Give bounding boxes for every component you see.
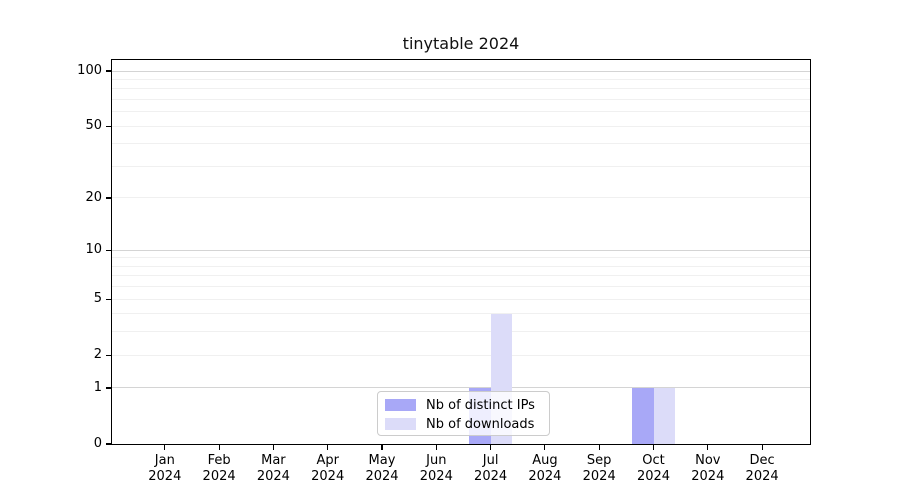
x-tick-oct (652, 444, 655, 450)
major-gridline-10 (112, 249, 810, 251)
x-tick-label-aug: Aug 2024 (513, 453, 577, 485)
minor-gridline-9 (112, 257, 810, 259)
x-tick-label-jan: Jan 2024 (133, 453, 197, 485)
x-tick-year: 2024 (691, 469, 725, 484)
minor-gridline-3 (112, 331, 810, 333)
x-tick-feb (218, 444, 220, 450)
x-tick-label-feb: Feb 2024 (187, 453, 251, 485)
x-tick-year: 2024 (582, 469, 616, 484)
minor-gridline-40 (112, 143, 810, 145)
y-tick-label-1: 1 (93, 379, 102, 395)
legend: Nb of distinct IPs Nb of downloads (377, 391, 550, 436)
y-tick-label-5: 5 (93, 291, 102, 307)
x-tick-month: Sep (586, 453, 612, 468)
bar-nb-of-distinct-ips-oct (632, 387, 654, 444)
x-tick-year: 2024 (528, 469, 562, 484)
y-tick-0 (106, 443, 112, 445)
minor-gridline-8 (112, 265, 810, 267)
x-tick-month: Feb (207, 453, 231, 468)
x-tick-jun (435, 444, 437, 450)
minor-gridline-50 (112, 125, 810, 127)
x-tick-may (381, 444, 383, 450)
x-tick-label-apr: Apr 2024 (296, 453, 360, 485)
x-tick-year: 2024 (474, 469, 508, 484)
x-tick-apr (327, 444, 329, 450)
x-tick-label-nov: Nov 2024 (676, 453, 740, 485)
minor-gridline-80 (112, 88, 810, 90)
y-tick-label-2: 2 (93, 347, 102, 363)
legend-swatch-downloads (385, 418, 416, 430)
x-tick-year: 2024 (256, 469, 290, 484)
minor-gridline-5 (112, 298, 810, 300)
x-tick-label-jul: Jul 2024 (459, 453, 523, 485)
legend-label-downloads: Nb of downloads (426, 416, 535, 432)
x-tick-dec (761, 444, 763, 450)
y-tick-label-0: 0 (93, 436, 102, 451)
legend-swatch-distinct-ips (385, 399, 416, 411)
x-tick-year: 2024 (202, 469, 236, 484)
minor-gridline-20 (112, 197, 810, 199)
y-tick-20 (106, 197, 112, 199)
x-tick-month: Jun (426, 453, 447, 468)
x-tick-month: Dec (749, 453, 775, 468)
x-tick-month: Nov (695, 453, 721, 468)
minor-gridline-60 (112, 111, 810, 113)
x-tick-label-oct: Oct 2024 (622, 453, 686, 485)
x-tick-label-sep: Sep 2024 (567, 453, 631, 485)
x-tick-year: 2024 (419, 469, 453, 484)
major-gridline-1 (112, 387, 810, 389)
y-tick-100 (106, 70, 112, 72)
x-tick-year: 2024 (745, 469, 779, 484)
x-tick-month: Jul (482, 453, 499, 468)
plot-area (112, 60, 810, 444)
y-tick-5 (106, 298, 112, 300)
x-tick-label-jun: Jun 2024 (404, 453, 468, 485)
x-tick-year: 2024 (311, 469, 345, 484)
bar-nb-of-downloads-oct (653, 387, 675, 444)
x-tick-sep (598, 444, 600, 450)
minor-gridline-90 (112, 78, 810, 80)
y-tick-label-20: 20 (85, 189, 102, 205)
x-tick-jul (490, 444, 492, 450)
y-tick-label-10: 10 (85, 242, 102, 258)
x-tick-year: 2024 (365, 469, 399, 484)
x-tick-month: Oct (642, 453, 665, 468)
y-tick-1 (106, 387, 112, 389)
x-tick-mar (272, 444, 274, 450)
x-tick-year: 2024 (636, 469, 671, 484)
x-tick-month: Apr (316, 453, 339, 468)
legend-row-distinct-ips: Nb of distinct IPs (385, 396, 542, 414)
y-tick-label-100: 100 (77, 63, 102, 78)
x-tick-label-mar: Mar 2024 (241, 453, 305, 485)
y-tick-label-50: 50 (85, 118, 102, 134)
x-tick-month: Jan (154, 453, 175, 468)
chart-title: tinytable 2024 (402, 34, 520, 53)
legend-row-downloads: Nb of downloads (385, 415, 542, 433)
x-tick-month: Mar (261, 453, 286, 468)
x-tick-month: May (368, 453, 396, 468)
x-tick-year: 2024 (148, 469, 182, 484)
x-tick-label-dec: Dec 2024 (730, 453, 794, 485)
minor-gridline-6 (112, 286, 810, 288)
y-tick-10 (106, 249, 112, 251)
minor-gridline-30 (112, 165, 810, 167)
minor-gridline-70 (112, 98, 810, 100)
minor-gridline-4 (112, 313, 810, 315)
y-tick-2 (106, 354, 112, 356)
x-tick-label-may: May 2024 (350, 453, 414, 485)
minor-gridline-2 (112, 354, 810, 356)
x-tick-jan (164, 444, 166, 450)
y-tick-50 (106, 125, 112, 127)
major-gridline-100 (112, 70, 810, 72)
x-tick-nov (707, 444, 709, 450)
x-tick-aug (544, 444, 546, 450)
legend-label-distinct-ips: Nb of distinct IPs (426, 397, 535, 413)
minor-gridline-7 (112, 275, 810, 277)
x-tick-month: Aug (532, 453, 558, 468)
